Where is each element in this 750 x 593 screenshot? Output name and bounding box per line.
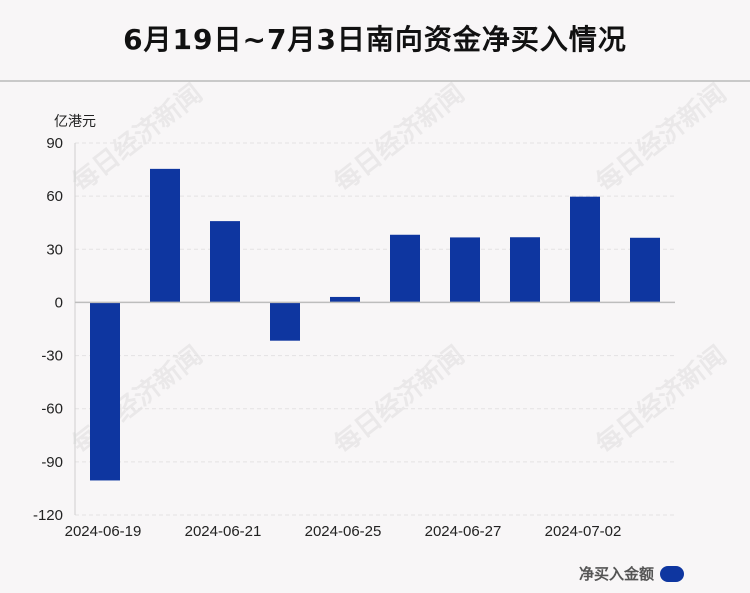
legend: 净买入金额 — [579, 563, 684, 584]
legend-label: 净买入金额 — [578, 565, 654, 583]
y-tick-label: -30 — [41, 348, 63, 365]
y-tick-label: 60 — [46, 188, 63, 205]
bar — [630, 237, 660, 303]
x-tick-label: 2024-06-27 — [425, 523, 502, 540]
y-tick-label: -120 — [33, 507, 63, 524]
x-tick-label: 2024-06-25 — [305, 523, 382, 540]
bar — [90, 302, 120, 481]
bar — [270, 302, 300, 341]
bar — [510, 237, 540, 303]
chart-title: 6月19日~7月3日南向资金净买入情况 — [123, 23, 627, 56]
bar — [450, 237, 480, 303]
y-tick-label: 0 — [55, 294, 63, 311]
legend-swatch — [660, 565, 684, 582]
bar — [330, 296, 360, 303]
y-tick-label: 30 — [46, 241, 63, 258]
bar — [570, 196, 600, 303]
y-axis-unit-label: 亿港元 — [54, 114, 96, 130]
bar — [390, 234, 420, 303]
y-tick-label: 90 — [46, 135, 63, 152]
x-tick-label: 2024-06-19 — [65, 523, 142, 540]
bar — [210, 221, 240, 303]
bar — [150, 168, 180, 303]
title-divider — [0, 80, 750, 82]
x-tick-label: 2024-06-21 — [185, 523, 262, 540]
y-tick-label: -60 — [41, 401, 63, 418]
x-tick-label: 2024-07-02 — [545, 523, 622, 540]
y-tick-label: -90 — [41, 454, 63, 471]
